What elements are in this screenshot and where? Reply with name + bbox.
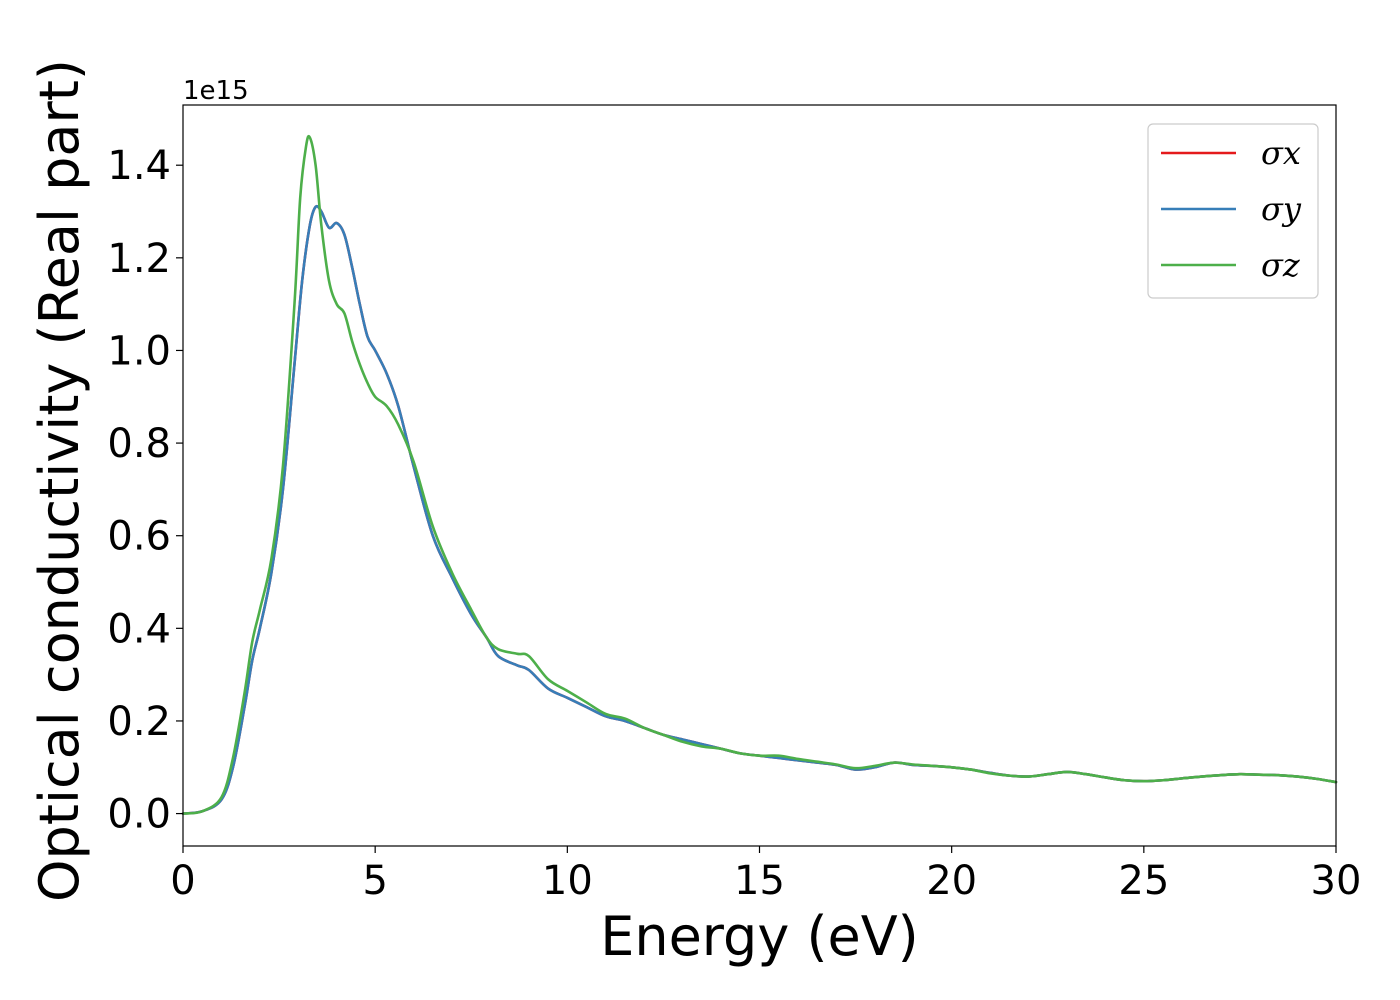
legend-box: [1147, 123, 1319, 299]
y-axis-offset-label: 1e15: [183, 76, 249, 106]
y-tick-label: 0.8: [107, 421, 171, 467]
x-tick-label: 25: [1118, 858, 1169, 904]
y-tick-label: 1.2: [107, 236, 171, 282]
series-layer: [181, 134, 1338, 815]
y-tick-label: 0.6: [107, 514, 171, 560]
legend-items: σx σy σz: [1161, 134, 1302, 284]
legend-label: σz: [1261, 246, 1301, 284]
x-axis-ticks: 0 5 10 15 20 25 30: [170, 846, 1361, 904]
series-line-3: [181, 134, 1338, 815]
y-axis-ticks: 0.0 0.2 0.4 0.6 0.8 1.0 1.2 1.4: [107, 143, 183, 838]
legend-label: σy: [1261, 190, 1302, 228]
x-tick-label: 15: [734, 858, 785, 904]
y-tick-label: 0.4: [107, 606, 171, 652]
x-tick-label: 30: [1311, 858, 1362, 904]
x-tick-label: 0: [170, 858, 195, 904]
y-tick-label: 0.0: [107, 792, 171, 838]
x-tick-label: 5: [362, 858, 387, 904]
x-tick-label: 20: [926, 858, 977, 904]
x-axis-title: Energy (eV): [600, 905, 919, 968]
y-tick-label: 1.4: [107, 143, 171, 189]
y-tick-label: 1.0: [107, 328, 171, 374]
y-axis-title: Optical conductivity (Real part): [28, 59, 91, 902]
x-tick-label: 10: [542, 858, 593, 904]
legend-label: σx: [1261, 134, 1301, 172]
y-tick-label: 0.2: [107, 699, 171, 745]
legend: σx σy σz: [1147, 123, 1319, 299]
